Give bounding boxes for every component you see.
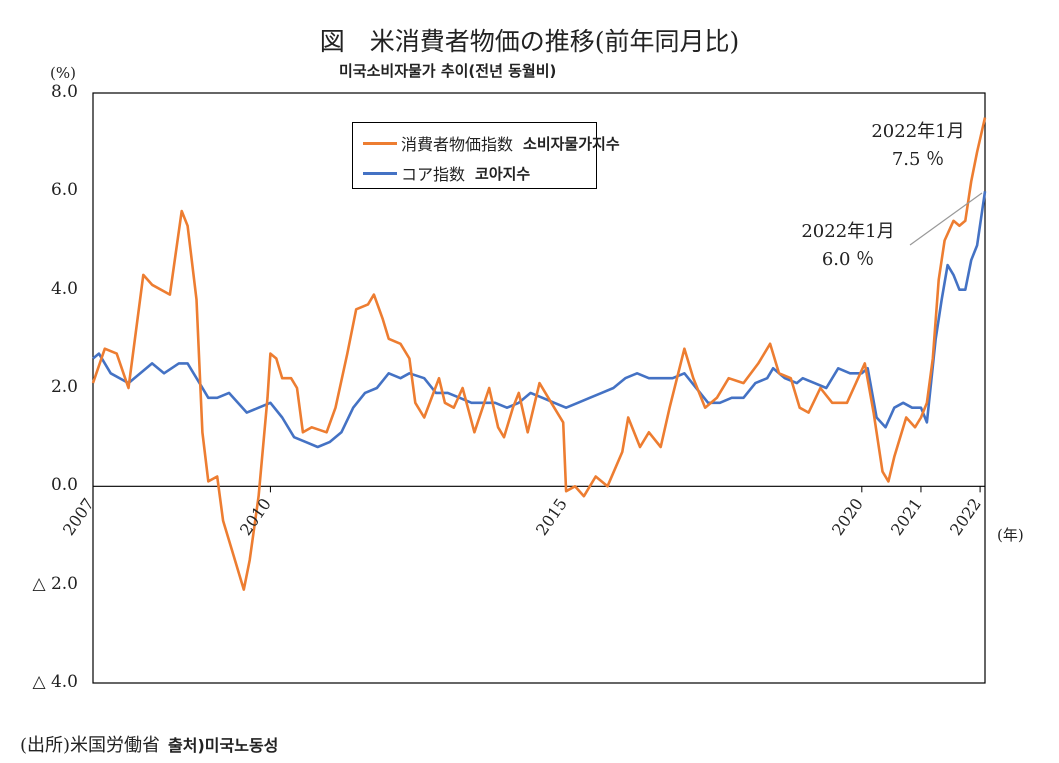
plot-area-frame [92,92,986,684]
annotation-core-value: 6.0 ％ [821,249,875,270]
y-tick-label: 6.0 [50,180,78,201]
annotation-core-date: 2022年1月 [801,221,895,242]
y-tick-label: 0.0 [50,475,78,496]
series-line-cpi [91,117,987,591]
annotation-core: 2022年1月 6.0 ％ [788,218,908,274]
legend-swatch-cpi [363,141,397,145]
source-note: (出所)米国労働省 출처)미국노동성 [20,731,278,757]
legend-label-core: コア指数 [401,165,466,184]
legend-item-cpi: 消費者物価指数 소비자물가지수 [363,131,620,155]
annotation-cpi-value: 7.5 ％ [891,149,945,170]
series-line-core [92,191,987,449]
legend-swatch-core [363,171,397,175]
y-tick-label: 8.0 [50,82,78,102]
legend-label-cpi-korean: 소비자물가지수 [523,134,620,153]
y-tick-label: △ 4.0 [32,672,78,692]
legend-label-core-korean: 코아지수 [475,164,531,183]
legend-label-cpi: 消費者物価指数 [401,135,514,154]
y-tick-label: 4.0 [50,278,78,299]
chart-title: 図 米消費者物価の推移(前年同月比) [319,27,740,56]
annotation-leader-line [909,192,983,246]
annotation-cpi: 2022年1月 7.5 ％ [858,118,978,174]
y-axis-unit: (%) [50,64,76,82]
legend: 消費者物価指数 소비자물가지수 コア指数 코아지수 [352,122,620,189]
x-axis-unit: (年) [997,526,1024,544]
source-text-korean: 출처)미국노동성 [168,736,279,755]
chart-subtitle-korean: 미국소비자물가 추이(전년 동월비) [339,62,557,80]
annotation-cpi-date: 2022年1月 [871,121,965,142]
y-tick-label: 2.0 [50,377,78,397]
source-text: (出所)米国労働省 [20,735,161,756]
y-tick-label: △ 2.0 [32,573,78,594]
x-tick-marks [92,486,981,493]
legend-item-core: コア指数 코아지수 [363,161,530,185]
